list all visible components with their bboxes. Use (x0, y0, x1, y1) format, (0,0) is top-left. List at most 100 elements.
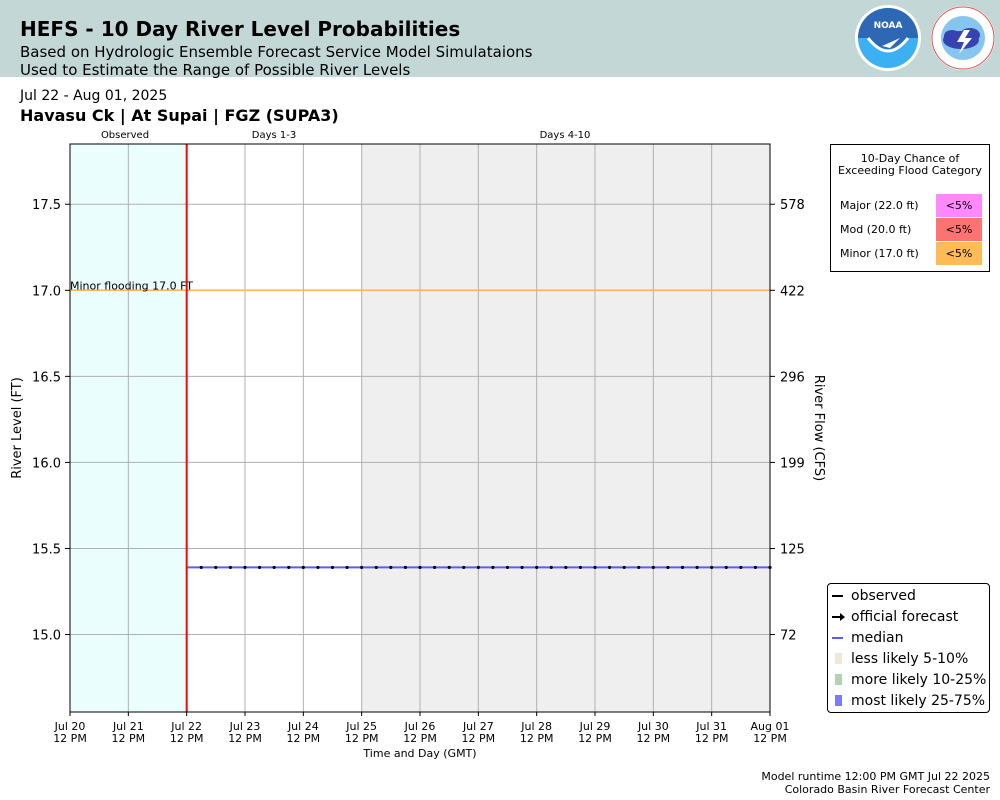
forecast-point (607, 565, 612, 570)
forecast-point (578, 565, 583, 570)
forecast-point (447, 565, 451, 570)
forecast-point (330, 565, 335, 570)
forecast-point (753, 565, 758, 570)
x-tick-label: 12 PM (637, 732, 671, 745)
forecast-point (535, 565, 539, 570)
x-tick-label: 12 PM (287, 732, 321, 745)
forecast-center: Colorado Basin River Forecast Center (784, 783, 990, 796)
legend-symbol (832, 652, 846, 666)
forecast-point (287, 565, 291, 570)
flood-category-label: Mod (20.0 ft) (840, 223, 912, 236)
x-tick-label: 12 PM (695, 732, 729, 745)
date-range: Jul 22 - Aug 01, 2025 (20, 88, 168, 104)
noaa-logo-icon: NOAA (855, 5, 921, 71)
forecast-point (272, 565, 276, 570)
legend-symbol (832, 694, 846, 708)
flood-line-label: Minor flooding 17.0 FT (70, 279, 193, 292)
x-tick-label: Jul 25 (345, 720, 377, 733)
forecast-point (549, 565, 553, 570)
x-tick-label: Jul 22 (170, 720, 202, 733)
forecast-point (199, 565, 203, 570)
y-tick-label: 16.0 (32, 456, 61, 471)
forecast-point (389, 565, 393, 570)
forecast-points (199, 565, 772, 570)
y-tick-label: 17.5 (32, 198, 61, 213)
page-subtitle-2: Used to Estimate the Range of Possible R… (20, 61, 411, 79)
forecast-point (680, 565, 685, 570)
page-subtitle-1: Based on Hydrologic Ensemble Forecast Se… (20, 43, 533, 61)
forecast-point (214, 565, 218, 570)
flood-chance-legend-title: 10-Day Chance of Exceeding Flood Categor… (838, 152, 982, 177)
forecast-point (228, 565, 233, 570)
x-tick-label: 12 PM (170, 732, 204, 745)
x-tick-label: Jul 27 (462, 720, 494, 733)
flood-category-value: <5% (936, 218, 982, 241)
forecast-point (666, 565, 670, 570)
x-tick-label: Jul 21 (112, 720, 144, 733)
x-tick-label: Jul 29 (579, 720, 611, 733)
flood-category-row-moderate: Mod (20.0 ft) <5% (831, 218, 989, 242)
forecast-point (505, 565, 510, 570)
legend-symbol (832, 631, 846, 645)
legend-item-official-forecast: official forecast (828, 607, 989, 627)
period-label-days-1-3: Days 1-3 (252, 130, 296, 141)
forecast-point (724, 565, 728, 570)
legend-symbol (832, 589, 846, 603)
forecast-point (520, 565, 524, 570)
y-tick-label: 15.5 (32, 542, 61, 557)
flood-chance-legend: 10-Day Chance of Exceeding Flood Categor… (830, 144, 990, 272)
legend-label: less likely 5-10% (851, 651, 969, 667)
x-tick-label: Jul 24 (287, 720, 319, 733)
forecast-point (316, 565, 320, 570)
days-4-10-background (361, 144, 770, 712)
legend-label: most likely 25-75% (851, 693, 986, 709)
legend-label: official forecast (851, 609, 959, 625)
forecast-point (710, 565, 714, 570)
x-tick-label: Aug 01 (751, 720, 790, 733)
x-tick-label: 12 PM (112, 732, 146, 745)
y-axis-label: River Level (FT) (10, 377, 25, 479)
x-tick-label: 12 PM (578, 732, 612, 745)
forecast-point (462, 565, 466, 570)
y2-tick-label: 578 (780, 198, 805, 213)
flood-category-label: Minor (17.0 ft) (840, 247, 919, 260)
forecast-point (622, 565, 626, 570)
y2-tick-label: 199 (780, 456, 805, 471)
legend-item-observed: observed (828, 586, 989, 606)
x-tick-label: Jul 30 (637, 720, 669, 733)
header-banner: HEFS - 10 Day River Level Probabilities … (0, 0, 1000, 79)
flood-category-label: Major (22.0 ft) (840, 199, 919, 212)
x-tick-label: 12 PM (520, 732, 554, 745)
x-tick-label: 12 PM (345, 732, 379, 745)
forecast-point (651, 565, 655, 570)
y-tick-label: 15.0 (32, 629, 61, 644)
page-title: HEFS - 10 Day River Level Probabilities (20, 17, 461, 41)
forecast-point (345, 565, 349, 570)
forecast-point (476, 565, 480, 570)
forecast-point (374, 565, 378, 570)
y2-tick-label: 296 (780, 370, 805, 385)
y2-axis-ticks: 72 125 199 296 422 578 (770, 198, 805, 644)
legend-item-median: median (828, 628, 989, 648)
legend-label: median (851, 630, 904, 646)
legend-symbol (832, 673, 846, 687)
station-name: Havasu Ck | At Supai | FGZ (SUPA3) (20, 106, 339, 125)
x-tick-label: Jul 26 (404, 720, 436, 733)
period-label-days-4-10: Days 4-10 (540, 130, 591, 141)
x-tick-label: Jul 23 (229, 720, 261, 733)
period-label-observed: Observed (101, 130, 149, 141)
y2-tick-label: 72 (780, 629, 797, 644)
forecast-point (418, 565, 422, 570)
legend-item-more-likely: more likely 10-25% (828, 670, 989, 690)
forecast-point (243, 565, 247, 570)
y2-tick-label: 125 (780, 542, 805, 557)
forecast-point (593, 565, 597, 570)
x-tick-label: 12 PM (753, 732, 787, 745)
x-tick-label: Jul 28 (520, 720, 552, 733)
flood-category-row-major: Major (22.0 ft) <5% (831, 194, 989, 218)
model-runtime: Model runtime 12:00 PM GMT Jul 22 2025 (761, 770, 990, 783)
forecast-point (637, 565, 641, 570)
legend-label: observed (851, 588, 916, 604)
forecast-point (257, 565, 262, 570)
